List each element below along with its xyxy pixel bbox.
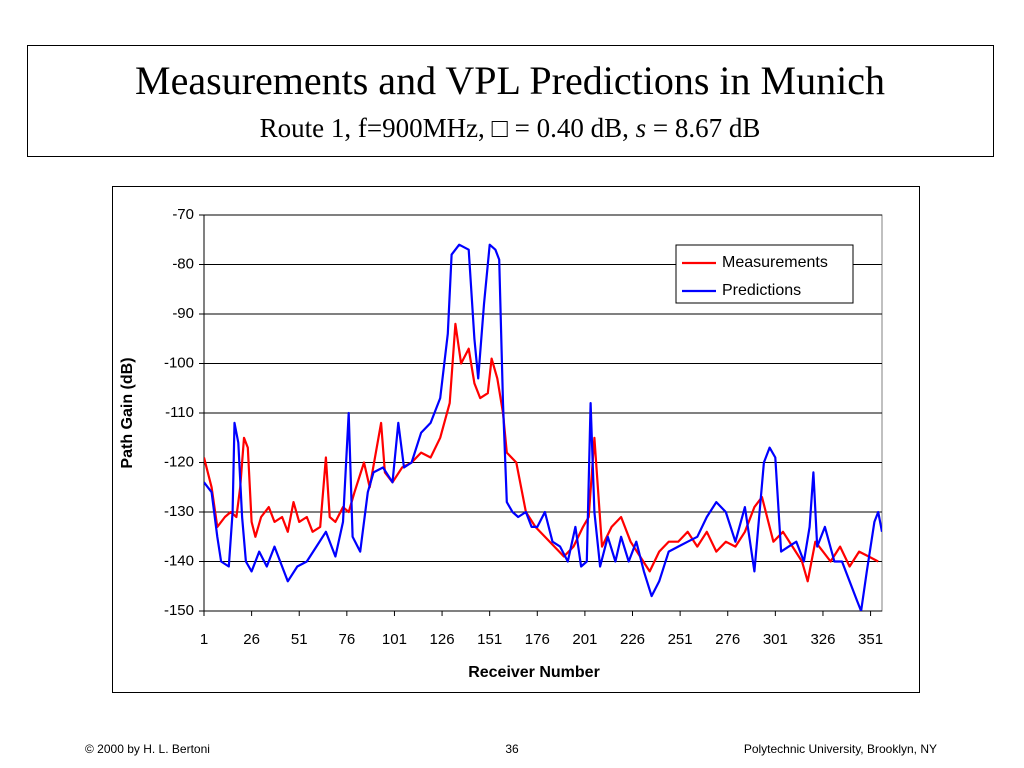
x-tick-label: 1 bbox=[200, 631, 208, 648]
slide-subtitle: Route 1, f=900MHz, □ = 0.40 dB, s = 8.67… bbox=[260, 113, 761, 143]
y-tick-label: -80 bbox=[172, 255, 194, 272]
y-axis-label: Path Gain (dB) bbox=[119, 357, 136, 468]
x-tick-label: 76 bbox=[338, 631, 355, 648]
x-tick-label: 201 bbox=[572, 631, 597, 648]
plot: -150-140-130-120-110-100-90-80-701 26 51 76… bbox=[164, 206, 883, 648]
y-tick-label: -100 bbox=[164, 354, 194, 371]
legend-label: Predictions bbox=[722, 282, 801, 299]
x-axis-label: Receiver Number bbox=[468, 664, 600, 681]
x-tick-label: 326 bbox=[810, 631, 835, 648]
legend-label: Measurements bbox=[722, 254, 828, 271]
y-tick-label: -120 bbox=[164, 453, 194, 470]
x-tick-label: 26 bbox=[243, 631, 260, 648]
slide-title: Measurements and VPL Predictions in Muni… bbox=[135, 58, 885, 103]
x-tick-label: 176 bbox=[525, 631, 550, 648]
y-tick-label: -140 bbox=[164, 552, 194, 569]
x-tick-label: 151 bbox=[477, 631, 502, 648]
x-tick-label: 101 bbox=[382, 631, 407, 648]
y-tick-label: -150 bbox=[164, 602, 194, 619]
y-tick-label: -70 bbox=[172, 206, 194, 223]
subtitle-part: s bbox=[636, 113, 647, 143]
title-box bbox=[27, 45, 994, 157]
x-tick-label: 251 bbox=[668, 631, 693, 648]
footer-center: 36 bbox=[505, 742, 519, 756]
subtitle-part: = 8.67 dB bbox=[646, 113, 760, 143]
x-tick-label: 301 bbox=[763, 631, 788, 648]
x-tick-label: 51 bbox=[291, 631, 308, 648]
footer-left: © 2000 by H. L. Bertoni bbox=[85, 742, 210, 756]
x-tick-label: 126 bbox=[430, 631, 455, 648]
x-tick-label: 276 bbox=[715, 631, 740, 648]
y-tick-label: -90 bbox=[172, 305, 194, 322]
y-tick-label: -130 bbox=[164, 503, 194, 520]
footer-right: Polytechnic University, Brooklyn, NY bbox=[744, 742, 937, 756]
y-tick-label: -110 bbox=[165, 404, 194, 421]
data-line bbox=[204, 243, 882, 611]
subtitle-symbol: □ bbox=[492, 113, 509, 143]
legend-box bbox=[675, 244, 854, 304]
subtitle-part: = 0.40 dB, bbox=[508, 113, 636, 143]
x-tick-label: 226 bbox=[620, 631, 645, 648]
x-tick-label: 351 bbox=[858, 631, 883, 648]
subtitle-part: Route 1, f=900MHz, bbox=[260, 113, 492, 143]
